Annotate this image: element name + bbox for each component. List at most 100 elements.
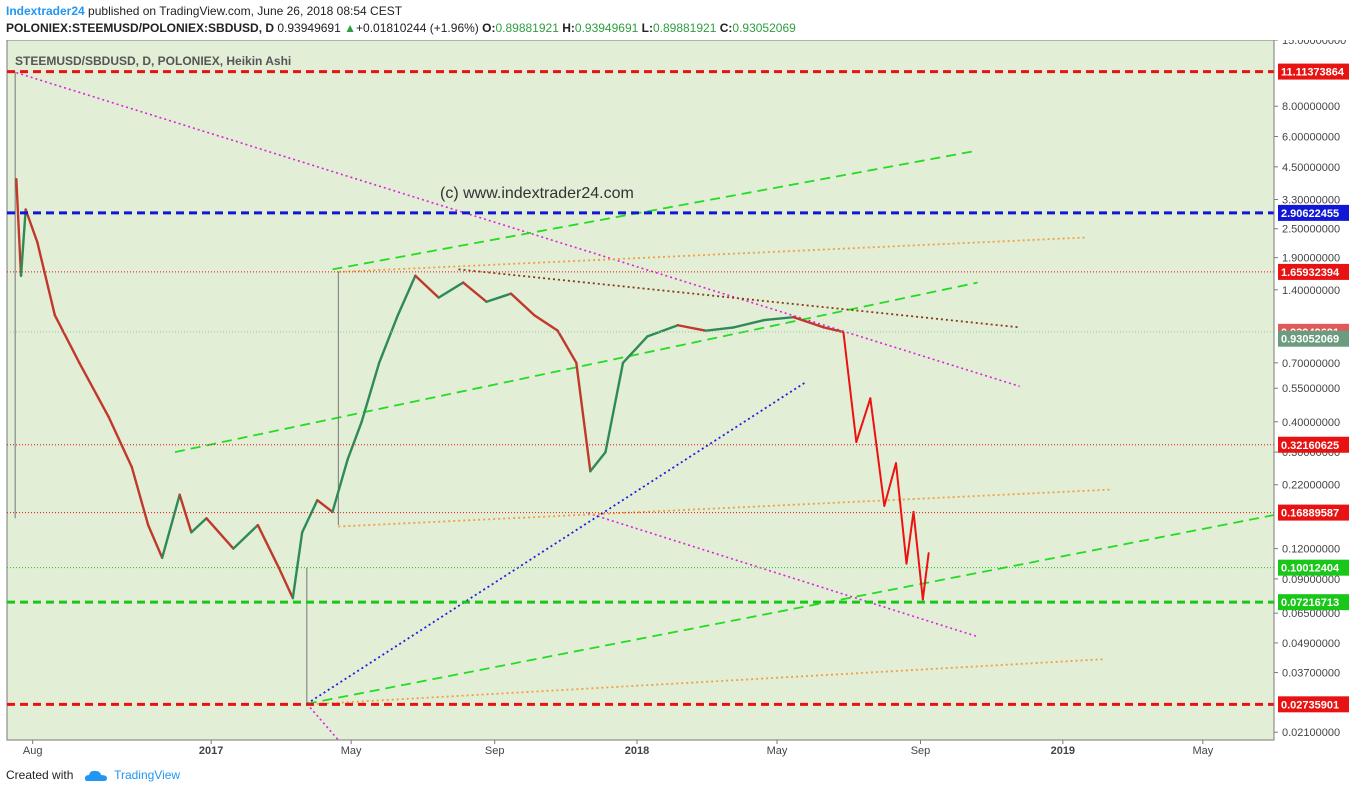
price-chart[interactable]: STEEMUSD/SBDUSD, D, POLONIEX, Heikin Ash… — [0, 40, 1359, 761]
chart-title: STEEMUSD/SBDUSD, D, POLONIEX, Heikin Ash… — [15, 54, 291, 68]
x-tick-label: May — [341, 745, 362, 757]
price-segment — [377, 314, 400, 365]
projection-segment — [912, 510, 924, 601]
price-badge-label: 0.93052069 — [1281, 334, 1339, 346]
price-segment — [646, 324, 680, 338]
y-tick-label: 0.04900000 — [1282, 638, 1340, 650]
up-arrow-icon: ▲ — [344, 21, 357, 35]
y-tick-label: 0.03700000 — [1282, 668, 1340, 680]
price-segment — [78, 361, 110, 418]
y-tick-label: 2.50000000 — [1282, 224, 1340, 236]
y-tick-label: 3.30000000 — [1282, 194, 1340, 206]
price-badge-label: 0.10012404 — [1281, 563, 1340, 575]
price-segment — [533, 314, 559, 332]
trendline-brown-descending — [458, 268, 1020, 329]
x-tick-label: Sep — [485, 745, 505, 757]
y-tick-label: 4.50000000 — [1282, 162, 1340, 174]
x-tick-label: 2019 — [1051, 745, 1075, 757]
y-tick-label: 6.00000000 — [1282, 132, 1340, 144]
price-badge — [1278, 204, 1349, 221]
price-segment — [190, 517, 208, 534]
y-tick-label: 0.02100000 — [1282, 727, 1340, 739]
trendline-orange-middle — [338, 488, 1110, 528]
high-value: 0.93949691 — [574, 21, 639, 35]
projection-segment — [842, 331, 858, 444]
price-badge-label: 2.90622455 — [1281, 208, 1339, 220]
low-label: L: — [641, 21, 653, 35]
price-badge-label: 0.16889587 — [1281, 508, 1339, 520]
open-value: 0.89881921 — [495, 21, 559, 35]
y-tick-label: 0.55000000 — [1282, 383, 1340, 395]
x-tick-label: 2018 — [625, 745, 649, 757]
price-segment — [509, 292, 536, 317]
price-badge-label: 0.32160625 — [1281, 440, 1339, 452]
trendline-green-channel-low — [306, 514, 1275, 705]
y-tick-label: 0.70000000 — [1282, 358, 1340, 370]
price-segment — [575, 361, 592, 473]
tradingview-link[interactable]: TradingView — [114, 768, 181, 782]
projection-segment — [905, 510, 915, 565]
trendline-orange-lower — [306, 658, 1104, 706]
price-segment — [130, 465, 150, 527]
low-value: 0.89881921 — [652, 21, 717, 35]
y-tick-label: 8.00000000 — [1282, 101, 1340, 113]
published-text: published on TradingView.com, June 26, 2… — [88, 4, 403, 18]
price-segment — [277, 566, 295, 600]
price-segment — [36, 241, 57, 317]
price-segment — [205, 517, 235, 550]
high-label: H: — [562, 21, 575, 35]
price-badge — [1278, 594, 1349, 611]
y-tick-label: 1.90000000 — [1282, 253, 1340, 265]
tradingview-cloud-icon — [84, 770, 107, 781]
price-badge — [1278, 263, 1349, 280]
created-with-text: Created with — [6, 768, 74, 782]
price-badge — [1278, 436, 1349, 453]
watermark: (c) www.indextrader24.com — [440, 185, 634, 202]
trendline-lower-channel — [587, 512, 978, 638]
y-tick-label: 0.12000000 — [1282, 544, 1340, 556]
price-segment — [160, 493, 181, 559]
price-badge — [1278, 504, 1349, 521]
author-link[interactable]: Indextrader24 — [6, 4, 85, 18]
open-label: O: — [482, 21, 496, 35]
y-tick-label: 0.40000000 — [1282, 417, 1340, 429]
price-segment — [461, 281, 488, 303]
price-segment — [53, 314, 81, 365]
price-segment — [316, 498, 334, 514]
close-value: 0.93052069 — [732, 21, 796, 35]
projection-segment — [895, 462, 908, 565]
published-line: Indextrader24 published on TradingView.c… — [6, 4, 402, 18]
price-segment — [331, 458, 349, 514]
y-tick-label: 0.22000000 — [1282, 480, 1340, 492]
price-segment — [732, 318, 766, 329]
price-segment — [437, 281, 465, 299]
price-segment — [604, 361, 625, 454]
price-badge — [1278, 559, 1349, 576]
price-segment — [414, 274, 440, 299]
price-segment — [360, 361, 381, 423]
price-badge — [1278, 696, 1349, 713]
x-tick-label: Sep — [911, 745, 931, 757]
close-label: C: — [719, 21, 733, 35]
price-segment — [24, 208, 39, 244]
price-segment — [300, 498, 319, 534]
price-badge-label: 0.07216713 — [1281, 597, 1339, 609]
trendline-resistance — [16, 71, 1020, 388]
projection-segment — [855, 397, 872, 444]
price-segment — [19, 208, 27, 277]
x-tick-label: May — [1192, 745, 1213, 757]
price-badge-label: 1.65932394 — [1281, 267, 1340, 279]
price-segment — [589, 450, 607, 473]
price-segment — [396, 274, 417, 317]
price-segment — [107, 415, 134, 469]
price-segment — [256, 523, 281, 570]
price-segment — [15, 178, 23, 277]
footer: Created with TradingView — [6, 768, 180, 782]
price-segment — [676, 324, 708, 332]
price-badge — [1278, 63, 1349, 80]
x-tick-label: May — [767, 745, 788, 757]
price-segment — [762, 315, 795, 322]
symbol-line: POLONIEX:STEEMUSD/POLONIEX:SBDUSD, D 0.9… — [6, 21, 796, 35]
price-segment — [704, 326, 736, 332]
price-segment — [291, 531, 304, 600]
